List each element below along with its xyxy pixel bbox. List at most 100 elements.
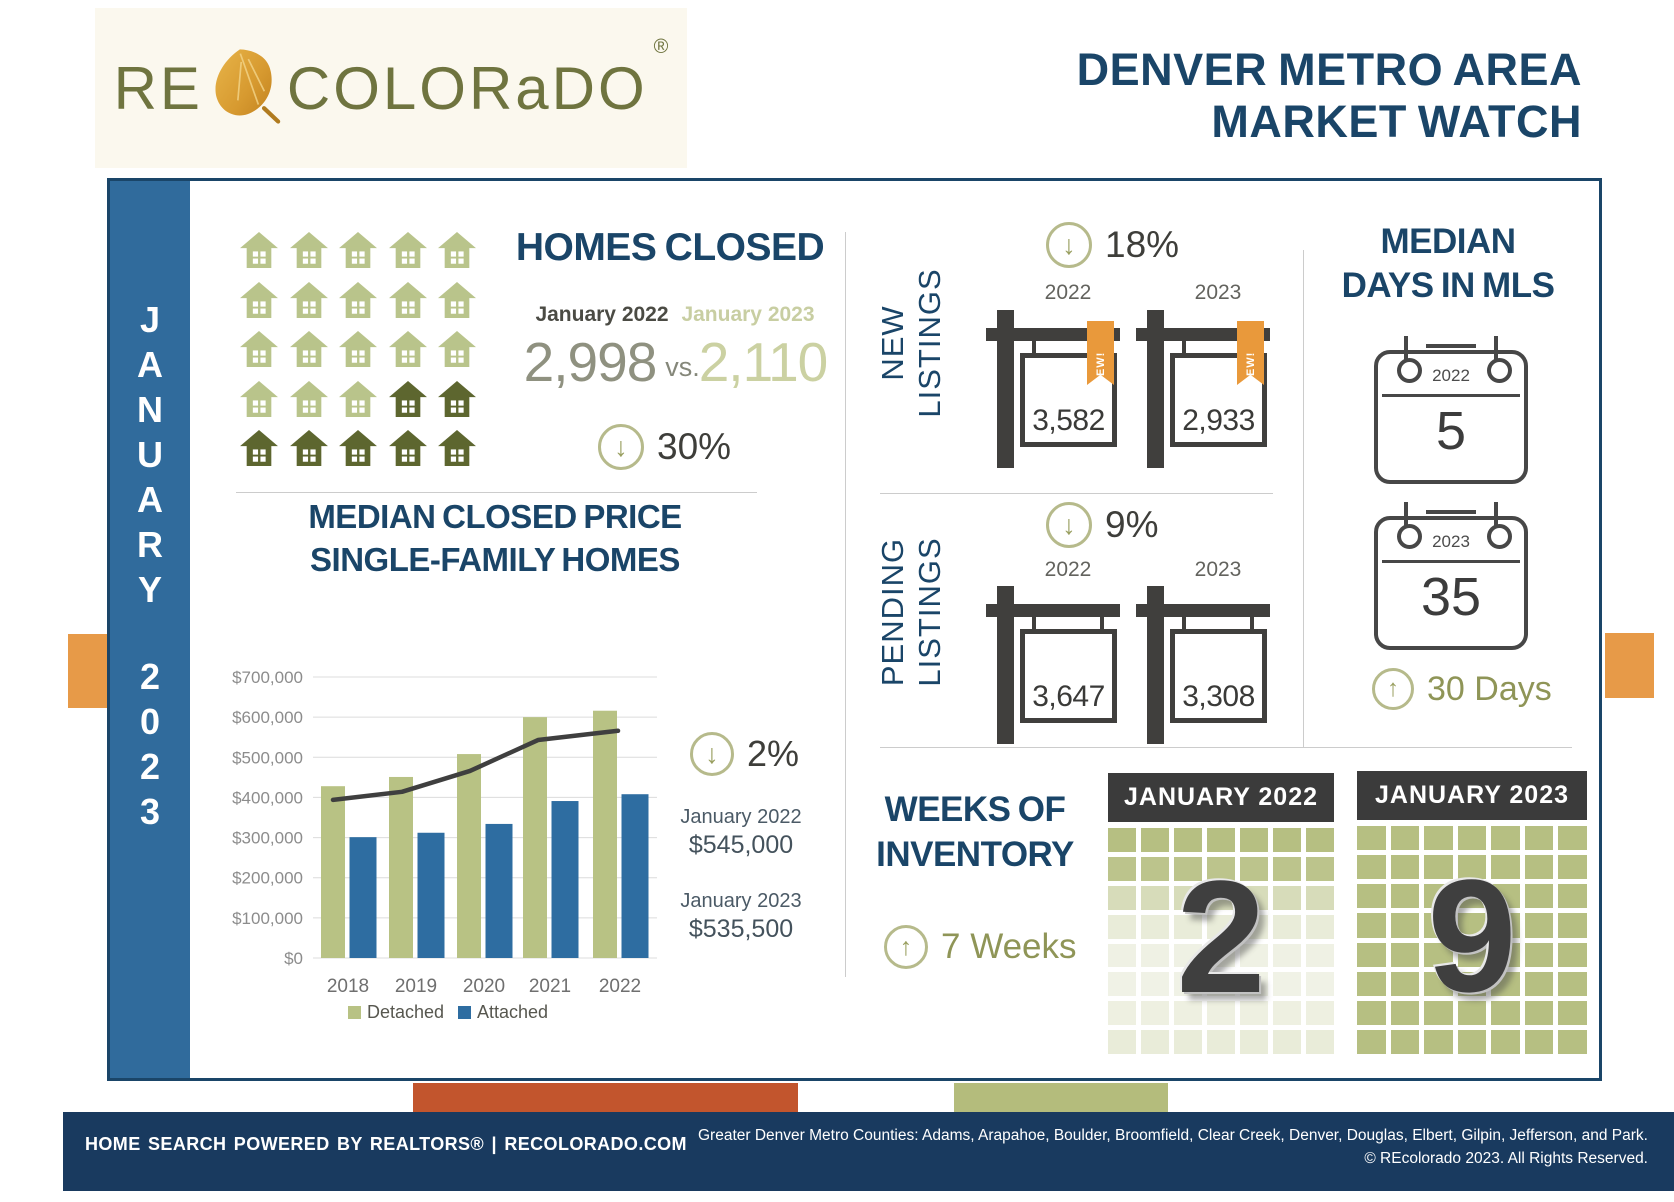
homes-closed-2022-value: 2,998 <box>523 331 658 393</box>
house-icon <box>289 380 334 425</box>
svg-text:Attached: Attached <box>477 1002 548 1022</box>
calendar-icon-2023: 2023 35 <box>1374 502 1528 650</box>
median-days-title-line1: MEDIAN <box>1380 222 1516 261</box>
sign-post <box>1147 586 1164 744</box>
up-arrow-icon: ↑ <box>884 925 928 969</box>
registered-mark: ® <box>653 36 669 58</box>
listing-sign-2023: NEW! 2,933 <box>1136 302 1276 472</box>
house-icon <box>388 380 433 425</box>
svg-text:Detached: Detached <box>367 1002 444 1022</box>
svg-text:$100,000: $100,000 <box>232 909 303 928</box>
sign-beam <box>1136 604 1270 617</box>
svg-text:$200,000: $200,000 <box>232 869 303 888</box>
house-icon <box>438 380 482 425</box>
median-days-cal2-value: 35 <box>1420 567 1482 627</box>
pending-listings-year2: 2023 <box>1194 558 1242 581</box>
median-days-cal1-year: 2022 <box>1432 366 1470 385</box>
svg-text:$700,000: $700,000 <box>232 668 303 687</box>
svg-text:$600,000: $600,000 <box>232 708 303 727</box>
weeks-inventory-change-value: 7 Weeks <box>941 927 1077 966</box>
recolorado-logo: RE COLORaDO ® <box>95 8 687 168</box>
footer-copyright-line: © REcolorado 2023. All Rights Reserved. <box>1364 1150 1648 1167</box>
footer-counties-line: Greater Denver Metro Counties: Adams, Ar… <box>698 1127 1648 1144</box>
pending-listings-label-line2: LISTINGS <box>912 537 947 687</box>
down-arrow-icon: ↓ <box>1046 502 1092 548</box>
new-listings-year2: 2023 <box>1194 281 1242 304</box>
new-listings-change: ↓ 18% <box>1046 222 1179 268</box>
house-icon <box>289 331 334 375</box>
svg-text:$400,000: $400,000 <box>232 788 303 807</box>
pending-listings-2023-value: 3,308 <box>1170 629 1267 723</box>
median-days-change: ↑ 30 Days <box>1372 668 1552 710</box>
median-days-title-line2: DAYS IN MLS <box>1341 266 1555 305</box>
homes-closed-title: HOMES CLOSED <box>515 226 825 269</box>
median-days-cal1-value: 5 <box>1435 401 1467 461</box>
brick-accent-bar <box>413 1083 798 1112</box>
left-accent-tab <box>68 634 110 708</box>
down-arrow-icon: ↓ <box>598 424 644 470</box>
new-listings-label-line2: LISTINGS <box>912 268 947 418</box>
logo-text-re: RE <box>113 54 203 122</box>
house-icon <box>339 281 383 326</box>
house-icon <box>339 232 383 276</box>
inventory-cal-2022-value: 2 <box>1176 847 1266 1026</box>
footer-left-text: HOME SEARCH POWERED BY REALTORS® | RECOL… <box>85 1134 687 1154</box>
page-title: DENVER METRO AREA MARKET WATCH <box>990 44 1582 148</box>
homes-closed-vs-label: vs. <box>665 352 700 382</box>
weeks-inventory-title-line1: WEEKS OF <box>884 790 1066 829</box>
new-listings-change-value: 18% <box>1105 224 1180 265</box>
calendar-icon-2022: 2022 5 <box>1374 336 1528 484</box>
house-icon <box>339 331 383 375</box>
median-price-period1-label: January 2022 <box>680 806 802 828</box>
pending-listings-change: ↓ 9% <box>1046 502 1158 548</box>
listing-sign-2022: NEW! 3,582 <box>986 302 1126 472</box>
svg-text:2019: 2019 <box>395 976 437 997</box>
house-icon <box>240 232 284 276</box>
house-icon <box>339 380 383 425</box>
homes-closed-period1-label: January 2022 <box>535 303 669 326</box>
new-listings-label: NEW LISTINGS <box>861 193 961 493</box>
new-listings-year1: 2022 <box>1044 281 1092 304</box>
sign-post <box>997 586 1014 744</box>
median-price-bar-chart: $0 $100,000 $200,000 $300,000 $400,000 $500,0… <box>232 668 657 1022</box>
pending-listings-label: PENDING LISTINGS <box>861 462 961 762</box>
page-title-line2: MARKET WATCH <box>1211 96 1582 147</box>
sign-beam <box>986 604 1120 617</box>
homes-closed-change-value: 30% <box>657 426 732 467</box>
divider-new-pending <box>880 493 1273 494</box>
house-icon <box>289 430 334 474</box>
svg-text:2020: 2020 <box>463 976 505 997</box>
divider-pending-weeks <box>880 747 1572 748</box>
inventory-cal-2023-header: JANUARY 2023 <box>1357 771 1587 820</box>
house-icon <box>289 281 334 326</box>
down-arrow-icon: ↓ <box>1046 222 1092 268</box>
homes-closed-2023-value: 2,110 <box>698 331 829 393</box>
inventory-cal-2023-grid <box>1357 826 1587 1054</box>
svg-text:2022: 2022 <box>599 976 641 997</box>
new-ribbon-icon: NEW! <box>1087 321 1114 385</box>
svg-text:2021: 2021 <box>529 976 571 997</box>
house-icon <box>388 232 433 276</box>
median-price-title-line1: MEDIAN CLOSED PRICE <box>308 498 682 535</box>
sign-beam <box>1136 328 1270 341</box>
svg-text:$0: $0 <box>284 949 303 968</box>
pending-listings-year1: 2022 <box>1044 558 1092 581</box>
inventory-cal-2023-value: 9 <box>1427 846 1517 1025</box>
new-ribbon-icon: NEW! <box>1237 321 1264 385</box>
median-price-period1-value: $545,000 <box>688 831 794 859</box>
pending-listings-label-line1: PENDING <box>875 537 910 687</box>
green-accent-bar <box>954 1083 1168 1112</box>
pending-listings-change-value: 9% <box>1105 504 1159 545</box>
divider-homes-closed <box>236 492 757 493</box>
svg-text:$500,000: $500,000 <box>232 748 303 767</box>
house-icon <box>438 281 482 326</box>
divider-mid-right <box>1303 250 1304 747</box>
logo-text-colorado: COLORaDO <box>286 54 648 122</box>
aspen-leaf-icon <box>209 47 281 129</box>
house-icon <box>240 331 284 375</box>
house-icon <box>339 430 383 474</box>
sign-post <box>1147 310 1164 468</box>
house-icon <box>388 430 433 474</box>
pending-listings-2022-value: 3,647 <box>1020 629 1117 723</box>
